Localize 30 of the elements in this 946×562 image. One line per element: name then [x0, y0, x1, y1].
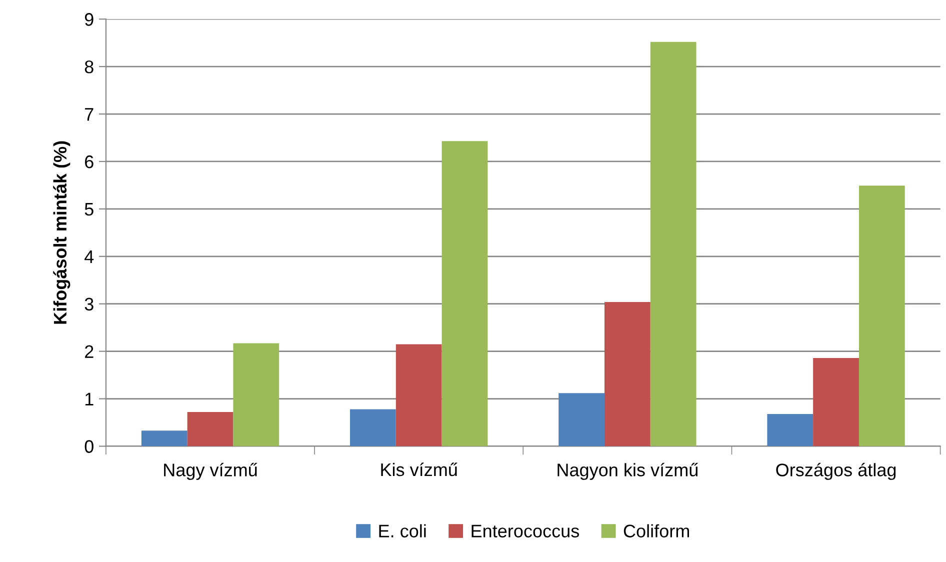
y-tick-label: 0 [84, 440, 94, 453]
x-tick-label: Nagyon kis vízmű [558, 462, 698, 480]
bar [187, 412, 234, 446]
y-tick-label: 2 [85, 345, 94, 358]
bar [858, 186, 905, 446]
bar [767, 414, 814, 446]
bar [558, 393, 604, 446]
bar [442, 141, 488, 446]
bar [350, 409, 396, 446]
y-tick-label: 9 [84, 13, 94, 26]
y-axis-title: Kifogásolt minták (%) [53, 141, 70, 324]
y-tick-label: 5 [84, 203, 94, 216]
bar [396, 344, 442, 446]
legend-label: Coliform [624, 524, 689, 538]
bar [813, 358, 859, 446]
y-tick-label: 8 [84, 60, 94, 74]
x-tick-label: Nagy vízmű [164, 462, 258, 480]
x-tick-label: Kis vízmű [381, 462, 458, 476]
legend-label: Enterococcus [472, 524, 579, 538]
y-tick-label: 6 [85, 155, 94, 168]
bar [233, 343, 280, 446]
legend-label: E. coli [379, 524, 426, 538]
bar [604, 302, 650, 446]
y-tick-label: 4 [84, 250, 94, 263]
y-tick-label: 1 [85, 392, 94, 406]
bar [141, 430, 188, 446]
x-tick-label: Országos átlag [776, 462, 896, 480]
y-tick-label: 3 [84, 298, 94, 311]
y-tick-label: 7 [85, 108, 94, 121]
bar [650, 42, 696, 446]
